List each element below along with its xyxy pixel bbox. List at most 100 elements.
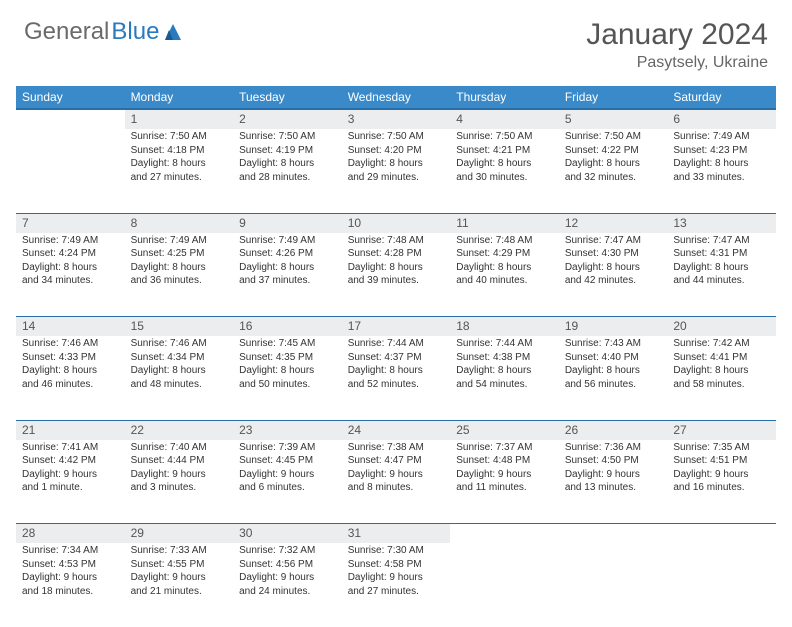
day-number: 26 (559, 420, 668, 440)
daylight-line: Daylight: 9 hours (348, 469, 445, 482)
month-title: January 2024 (586, 18, 768, 52)
sunrise-line: Sunrise: 7:50 AM (131, 131, 228, 144)
daynum-row: 78910111213 (16, 213, 776, 233)
daylight-line: Daylight: 8 hours (239, 365, 336, 378)
sunrise-line: Sunrise: 7:44 AM (348, 338, 445, 351)
day-cell: Sunrise: 7:48 AMSunset: 4:29 PMDaylight:… (450, 233, 559, 317)
daylight-line: Daylight: 8 hours (673, 262, 770, 275)
sunrise-line: Sunrise: 7:46 AM (131, 338, 228, 351)
daylight-line: and 32 minutes. (565, 172, 662, 185)
daynum-row: 14151617181920 (16, 317, 776, 337)
daylight-line: Daylight: 8 hours (131, 158, 228, 171)
daylight-line: Daylight: 8 hours (131, 262, 228, 275)
sunset-line: Sunset: 4:20 PM (348, 145, 445, 158)
sunset-line: Sunset: 4:25 PM (131, 248, 228, 261)
daylight-line: and 37 minutes. (239, 275, 336, 288)
daylight-line: Daylight: 8 hours (348, 365, 445, 378)
sunrise-line: Sunrise: 7:42 AM (673, 338, 770, 351)
sunset-line: Sunset: 4:42 PM (22, 455, 119, 468)
calendar-table: Sunday Monday Tuesday Wednesday Thursday… (16, 86, 776, 627)
day-number: 16 (233, 317, 342, 337)
daylight-line: and 34 minutes. (22, 275, 119, 288)
daylight-line: Daylight: 8 hours (239, 158, 336, 171)
day-cell: Sunrise: 7:34 AMSunset: 4:53 PMDaylight:… (16, 543, 125, 627)
dow-header: Monday (125, 86, 234, 109)
day-number: 9 (233, 213, 342, 233)
sunset-line: Sunset: 4:30 PM (565, 248, 662, 261)
sunrise-line: Sunrise: 7:47 AM (673, 235, 770, 248)
day-cell: Sunrise: 7:50 AMSunset: 4:18 PMDaylight:… (125, 129, 234, 213)
sunrise-line: Sunrise: 7:40 AM (131, 442, 228, 455)
day-number: 17 (342, 317, 451, 337)
daylight-line: Daylight: 8 hours (565, 365, 662, 378)
daylight-line: Daylight: 9 hours (565, 469, 662, 482)
day-cell: Sunrise: 7:39 AMSunset: 4:45 PMDaylight:… (233, 440, 342, 524)
day-cell: Sunrise: 7:47 AMSunset: 4:30 PMDaylight:… (559, 233, 668, 317)
daylight-line: and 11 minutes. (456, 482, 553, 495)
sunset-line: Sunset: 4:24 PM (22, 248, 119, 261)
day-number: 12 (559, 213, 668, 233)
sunset-line: Sunset: 4:38 PM (456, 352, 553, 365)
day-number: 4 (450, 109, 559, 129)
daylight-line: Daylight: 8 hours (239, 262, 336, 275)
daylight-line: and 27 minutes. (131, 172, 228, 185)
day-number: 14 (16, 317, 125, 337)
daynum-row: 123456 (16, 109, 776, 129)
sunset-line: Sunset: 4:35 PM (239, 352, 336, 365)
sunrise-line: Sunrise: 7:48 AM (348, 235, 445, 248)
sunset-line: Sunset: 4:41 PM (673, 352, 770, 365)
daylight-line: Daylight: 8 hours (456, 158, 553, 171)
location: Pasytsely, Ukraine (586, 54, 768, 72)
day-number: 5 (559, 109, 668, 129)
day-cell: Sunrise: 7:49 AMSunset: 4:26 PMDaylight:… (233, 233, 342, 317)
day-cell: Sunrise: 7:50 AMSunset: 4:21 PMDaylight:… (450, 129, 559, 213)
day-cell: Sunrise: 7:30 AMSunset: 4:58 PMDaylight:… (342, 543, 451, 627)
sunrise-line: Sunrise: 7:30 AM (348, 545, 445, 558)
daylight-line: and 33 minutes. (673, 172, 770, 185)
sunrise-line: Sunrise: 7:44 AM (456, 338, 553, 351)
day-cell: Sunrise: 7:46 AMSunset: 4:34 PMDaylight:… (125, 336, 234, 420)
day-cell: Sunrise: 7:49 AMSunset: 4:23 PMDaylight:… (667, 129, 776, 213)
sunset-line: Sunset: 4:50 PM (565, 455, 662, 468)
day-number (559, 524, 668, 544)
sunset-line: Sunset: 4:22 PM (565, 145, 662, 158)
daylight-line: and 29 minutes. (348, 172, 445, 185)
daylight-line: and 46 minutes. (22, 379, 119, 392)
daylight-line: Daylight: 8 hours (456, 262, 553, 275)
day-number: 13 (667, 213, 776, 233)
sunset-line: Sunset: 4:23 PM (673, 145, 770, 158)
daylight-line: Daylight: 8 hours (456, 365, 553, 378)
daylight-line: Daylight: 9 hours (22, 572, 119, 585)
sunset-line: Sunset: 4:55 PM (131, 559, 228, 572)
sunset-line: Sunset: 4:19 PM (239, 145, 336, 158)
day-number: 25 (450, 420, 559, 440)
sunset-line: Sunset: 4:34 PM (131, 352, 228, 365)
day-cell: Sunrise: 7:32 AMSunset: 4:56 PMDaylight:… (233, 543, 342, 627)
day-number: 21 (16, 420, 125, 440)
day-number: 22 (125, 420, 234, 440)
daylight-line: and 27 minutes. (348, 586, 445, 599)
sunrise-line: Sunrise: 7:43 AM (565, 338, 662, 351)
sunrise-line: Sunrise: 7:47 AM (565, 235, 662, 248)
day-number: 23 (233, 420, 342, 440)
day-cell: Sunrise: 7:46 AMSunset: 4:33 PMDaylight:… (16, 336, 125, 420)
day-number: 24 (342, 420, 451, 440)
sunset-line: Sunset: 4:44 PM (131, 455, 228, 468)
day-number: 10 (342, 213, 451, 233)
sunset-line: Sunset: 4:58 PM (348, 559, 445, 572)
daylight-line: Daylight: 8 hours (22, 262, 119, 275)
dow-header: Wednesday (342, 86, 451, 109)
sunrise-line: Sunrise: 7:46 AM (22, 338, 119, 351)
daylight-line: and 50 minutes. (239, 379, 336, 392)
header: GeneralBlue January 2024 Pasytsely, Ukra… (0, 0, 792, 80)
sunrise-line: Sunrise: 7:37 AM (456, 442, 553, 455)
daylight-line: Daylight: 8 hours (348, 262, 445, 275)
sunrise-line: Sunrise: 7:48 AM (456, 235, 553, 248)
sunset-line: Sunset: 4:26 PM (239, 248, 336, 261)
day-cell (450, 543, 559, 627)
daylight-line: and 44 minutes. (673, 275, 770, 288)
sunrise-line: Sunrise: 7:33 AM (131, 545, 228, 558)
sunset-line: Sunset: 4:18 PM (131, 145, 228, 158)
day-cell (16, 129, 125, 213)
daynum-row: 21222324252627 (16, 420, 776, 440)
